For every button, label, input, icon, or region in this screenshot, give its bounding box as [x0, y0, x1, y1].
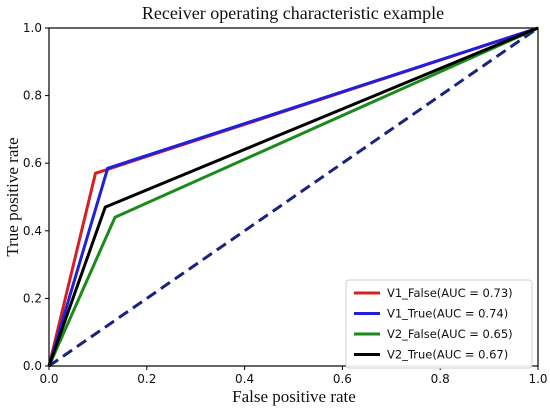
legend-entry-label: V1_False(AUC = 0.73)	[387, 286, 513, 300]
series-line-2	[47, 26, 539, 367]
y-tick-label: 0.0	[23, 359, 42, 373]
series-line-3	[47, 26, 539, 367]
y-tick-label: 0.6	[23, 156, 42, 170]
series-line-4	[47, 26, 539, 367]
x-tick-label: 0.6	[333, 372, 352, 386]
y-tick-label: 0.2	[23, 291, 42, 305]
x-axis-ticks: 0.0 0.2 0.4 0.6 0.8 1.0	[39, 366, 548, 386]
legend-entry-label: V2_False(AUC = 0.65)	[387, 327, 513, 341]
legend-entry-label: V2_True(AUC = 0.67)	[387, 348, 508, 362]
y-tick-label: 0.8	[23, 89, 42, 103]
plot-frame	[48, 27, 539, 367]
reference-diagonal-line	[48, 26, 539, 368]
x-tick-label: 0.8	[431, 372, 450, 386]
reference-line-layer	[48, 26, 539, 368]
x-tick-label: 0.4	[235, 372, 254, 386]
legend-box	[345, 279, 533, 369]
chart-title: Receiver operating characteristic exampl…	[142, 3, 444, 23]
x-axis-label: False positive rate	[232, 387, 356, 406]
y-tick-label: 0.4	[23, 224, 42, 238]
y-axis-ticks: 0.0 0.2 0.4 0.6 0.8 1.0	[23, 21, 49, 373]
x-tick-label: 0.0	[39, 372, 58, 386]
x-tick-label: 1.0	[528, 372, 547, 386]
x-tick-label: 0.2	[137, 372, 156, 386]
legend-entry-label: V1_True(AUC = 0.74)	[387, 307, 508, 321]
legend: V1_False(AUC = 0.73) V1_True(AUC = 0.74) V…	[345, 279, 533, 369]
y-axis-label: True positive rate	[3, 137, 22, 256]
series-layer	[47, 26, 539, 367]
y-tick-label: 1.0	[23, 21, 42, 35]
